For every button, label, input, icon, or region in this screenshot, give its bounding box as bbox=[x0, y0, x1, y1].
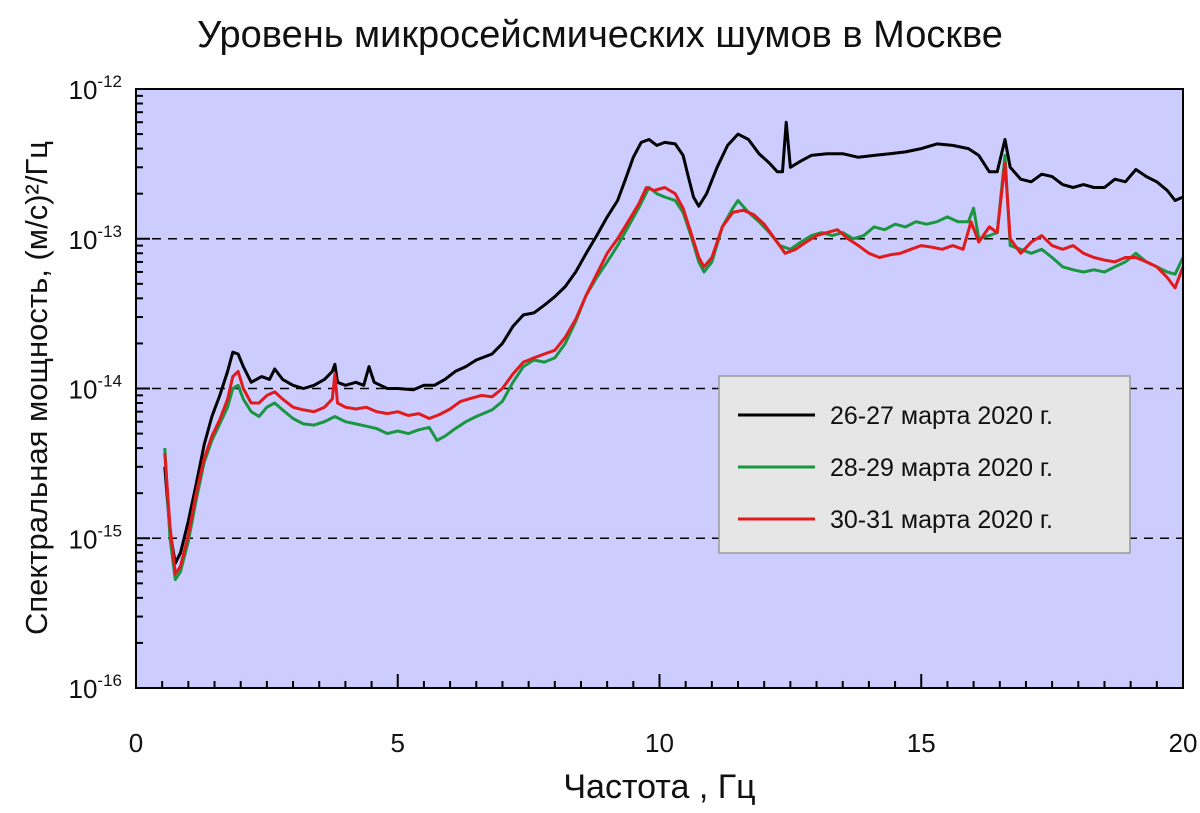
series-layer bbox=[163, 120, 1185, 581]
legend-entry-3: 30-31 марта 2020 г. bbox=[830, 506, 1053, 534]
y-tick-label: 10-14 bbox=[69, 372, 123, 405]
legend-entry-1: 26-27 марта 2020 г. bbox=[830, 402, 1053, 430]
y-tick-label: 10-12 bbox=[69, 72, 123, 105]
series-line-3 bbox=[163, 161, 1185, 576]
y-tick-label: 10-15 bbox=[69, 521, 123, 554]
x-tick-label: 15 bbox=[907, 728, 936, 758]
series-line-1 bbox=[163, 120, 1184, 565]
x-tick-label: 0 bbox=[129, 728, 143, 758]
legend-entry-2: 28-29 марта 2020 г. bbox=[830, 454, 1053, 482]
x-axis-label: Частота , Гц bbox=[563, 768, 756, 806]
axis-ticks: 0 5 10 15 20 10-16 10-15 10-14 10-13 10-12 bbox=[69, 72, 1198, 758]
x-tick-label: 10 bbox=[645, 728, 674, 758]
chart-title: Уровень микросейсмических шумов в Москве bbox=[197, 14, 1003, 56]
y-tick-label: 10-13 bbox=[69, 222, 123, 255]
x-tick-label: 5 bbox=[391, 728, 405, 758]
x-tick-label: 20 bbox=[1169, 728, 1198, 758]
legend: 26-27 марта 2020 г. 28-29 марта 2020 г. 30… bbox=[718, 375, 1131, 554]
series-line-2 bbox=[163, 153, 1185, 581]
legend-box bbox=[718, 375, 1131, 554]
y-tick-label: 10-16 bbox=[69, 671, 123, 704]
